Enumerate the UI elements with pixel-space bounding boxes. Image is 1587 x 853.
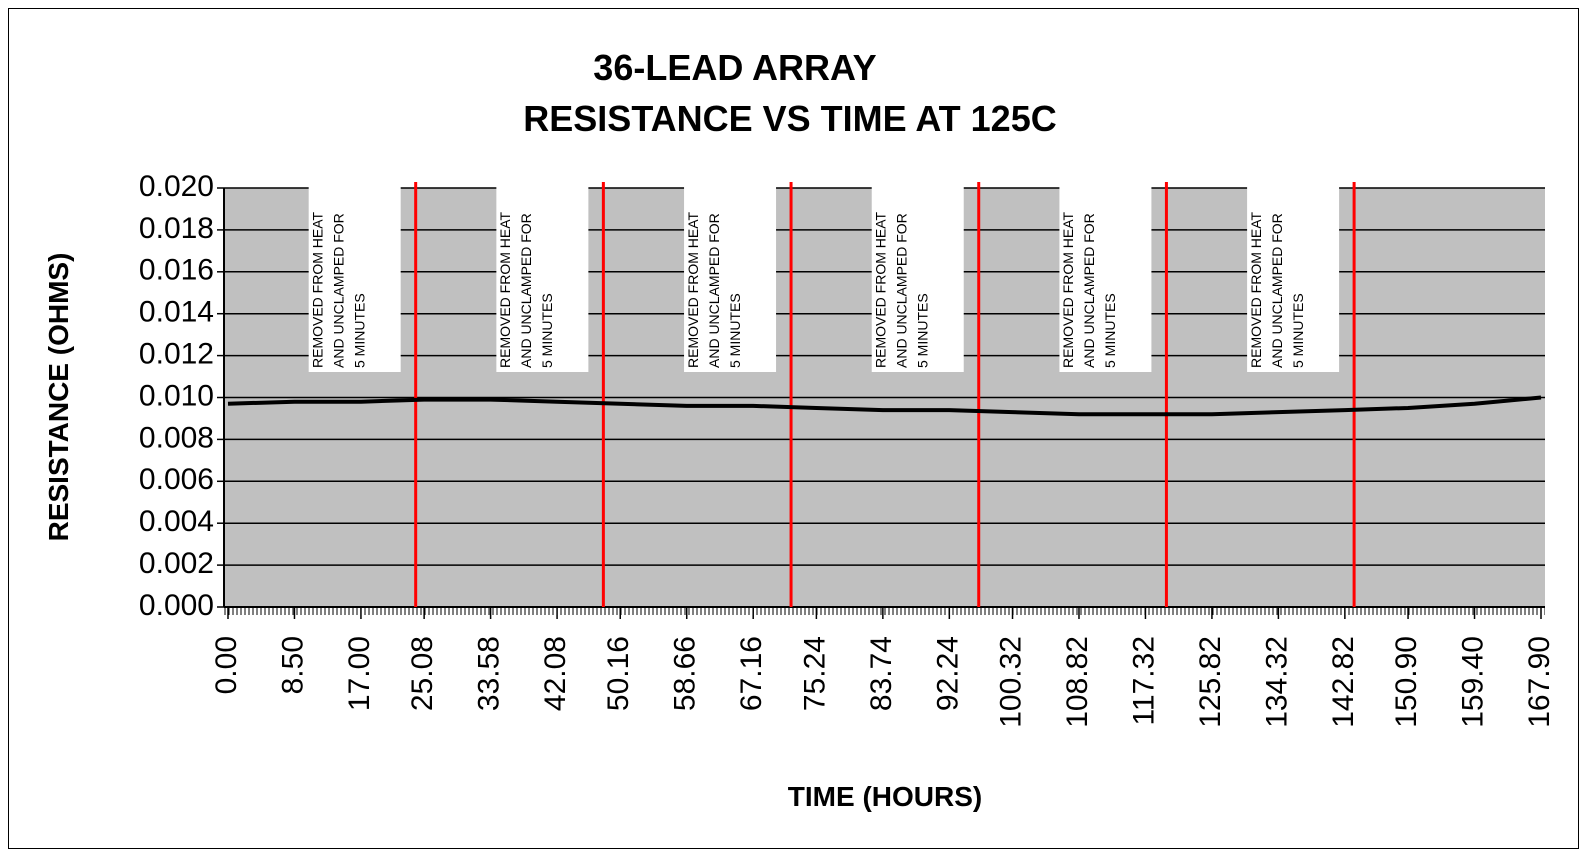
annotation: AND UNCLAMPED FOR [706, 213, 722, 368]
x-tick-label: 0.00 [210, 636, 243, 694]
annotation: 5 MINUTES [914, 293, 930, 368]
y-tick-label: 0.002 [139, 547, 214, 580]
x-tick-label: 100.32 [994, 636, 1027, 728]
annotation: REMOVED FROM HEAT [685, 211, 701, 368]
x-tick-label: 58.66 [669, 636, 702, 711]
x-tick-label: 167.90 [1523, 636, 1556, 728]
y-axis-title: RESISTANCE (OHMS) [43, 253, 74, 542]
y-tick-label: 0.006 [139, 463, 214, 496]
x-tick-label: 159.40 [1456, 636, 1489, 728]
y-tick-label: 0.010 [139, 379, 214, 412]
annotation-box [871, 186, 964, 372]
chart-title: RESISTANCE VS TIME AT 125C [523, 98, 1056, 139]
data-line [227, 395, 1542, 417]
x-tick-label: 117.32 [1127, 636, 1160, 726]
x-tick-label: 75.24 [798, 636, 831, 711]
annotation: AND UNCLAMPED FOR [330, 213, 346, 368]
x-tick-label: 33.58 [473, 636, 506, 711]
minor-ticks [224, 607, 1545, 615]
annotation-box [496, 186, 589, 372]
y-tick-label: 0.018 [139, 212, 214, 245]
x-tick-label: 83.74 [865, 636, 898, 711]
annotation: 5 MINUTES [1290, 293, 1306, 368]
y-tick-label: 0.000 [139, 589, 214, 622]
x-tick-label: 8.50 [276, 636, 309, 694]
annotation: REMOVED FROM HEAT [872, 211, 888, 368]
y-tick-label: 0.012 [139, 338, 214, 371]
annotation: 5 MINUTES [351, 293, 367, 368]
annotation: 5 MINUTES [1102, 293, 1118, 368]
annotation: AND UNCLAMPED FOR [518, 213, 534, 368]
x-tick-label: 67.16 [735, 636, 768, 711]
annotation-box [1247, 186, 1340, 372]
annotation: AND UNCLAMPED FOR [1269, 213, 1285, 368]
x-tick-label: 150.90 [1390, 636, 1423, 728]
annotation: REMOVED FROM HEAT [1248, 211, 1264, 368]
y-tick-label: 0.004 [139, 505, 214, 538]
x-tick-label: 25.08 [406, 636, 439, 711]
annotation-box [1059, 186, 1152, 372]
x-tick-label: 50.16 [602, 636, 635, 711]
x-tick-label: 108.82 [1061, 636, 1094, 728]
y-tick-label: 0.008 [139, 421, 214, 454]
annotation: AND UNCLAMPED FOR [893, 213, 909, 368]
x-tick-label: 92.24 [931, 636, 964, 711]
y-tick-label: 0.016 [139, 254, 214, 287]
x-tick-label: 17.00 [343, 636, 376, 711]
annotation: REMOVED FROM HEAT [1060, 211, 1076, 368]
annotation: REMOVED FROM HEAT [497, 211, 513, 368]
y-tick-label: 0.014 [139, 296, 214, 329]
annotation-box [684, 186, 777, 372]
annotation: 5 MINUTES [727, 293, 743, 368]
y-tick-label: 0.020 [139, 170, 214, 203]
annotation: REMOVED FROM HEAT [309, 211, 325, 368]
annotation-box [308, 186, 401, 372]
annotation: 5 MINUTES [539, 293, 555, 368]
chart-title: 36-LEAD ARRAY [593, 47, 876, 88]
x-tick-label: 42.08 [539, 636, 572, 711]
x-tick-label: 134.32 [1260, 636, 1293, 728]
x-tick-label: 142.82 [1327, 636, 1360, 728]
annotation: AND UNCLAMPED FOR [1081, 213, 1097, 368]
x-axis-title: TIME (HOURS) [788, 781, 982, 812]
x-tick-label: 125.82 [1194, 636, 1227, 728]
